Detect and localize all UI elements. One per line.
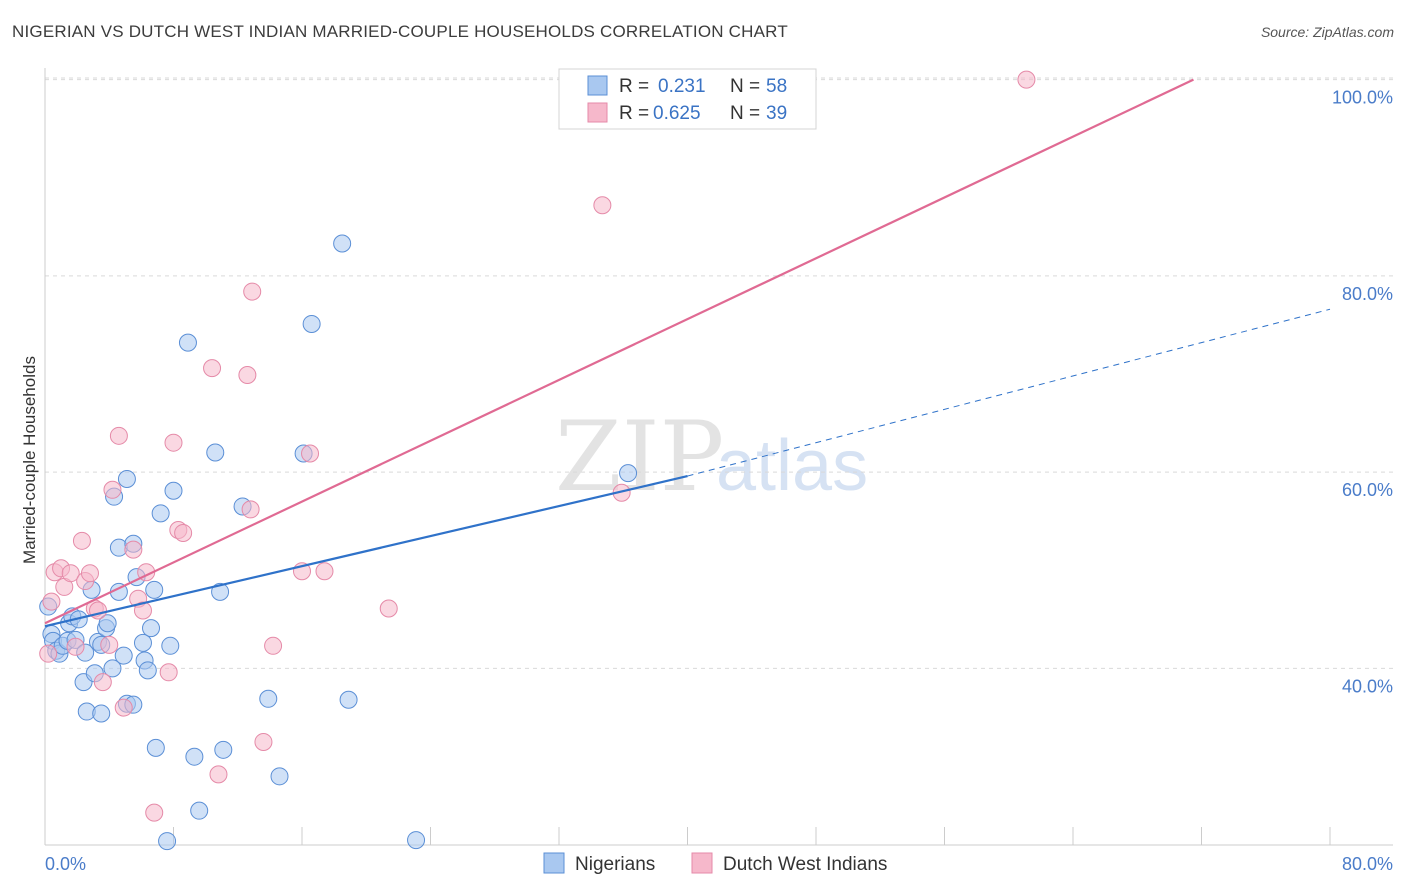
dutch-west-indian-point <box>315 562 334 581</box>
watermark-atlas: atlas <box>716 426 868 506</box>
nigerian-point <box>190 801 209 820</box>
legend-r-value-dutch-west-indians: 0.625 <box>653 103 701 124</box>
nigerian-point <box>103 659 122 678</box>
nigerian-point <box>214 740 233 759</box>
nigerian-point <box>146 738 165 757</box>
nigerian-point <box>619 464 638 483</box>
dutch-west-indian-point <box>264 636 283 655</box>
nigerian-point <box>92 704 111 723</box>
nigerian-point <box>407 831 426 850</box>
dutch-west-indian-point <box>254 732 273 751</box>
dutch-west-indian-point <box>100 635 119 654</box>
legend-n-value-nigerians: 58 <box>766 76 787 97</box>
y-tick-label: 60.0% <box>1342 480 1393 500</box>
nigerian-point <box>142 619 161 638</box>
nigerian-point <box>302 314 321 333</box>
legend-r-value-nigerians: 0.231 <box>658 76 706 97</box>
nigerian-point <box>164 481 183 500</box>
nigerian-point <box>333 234 352 253</box>
dutch-west-indian-point <box>39 644 58 663</box>
dutch-west-indian-point <box>72 531 91 550</box>
watermark-zip: ZIP <box>555 401 724 513</box>
chart-title: NIGERIAN VS DUTCH WEST INDIAN MARRIED-CO… <box>12 22 788 41</box>
dutch-west-indian-point <box>103 480 122 499</box>
series-legend-label-nigerians: Nigerians <box>575 854 655 875</box>
dutch-west-indian-point <box>379 599 398 618</box>
nigerian-trend-line <box>44 474 688 628</box>
nigerian-point <box>151 504 170 523</box>
stats-legend: R = 0.231 N = 58 R = 0.625 N = 39 <box>558 68 817 130</box>
y-tick-label: 100.0% <box>1332 88 1393 108</box>
dutch-west-indian-point <box>593 196 612 215</box>
nigerian-point <box>211 582 230 601</box>
chart-source: Source: ZipAtlas.com <box>1260 24 1394 40</box>
dutch-west-indian-point <box>238 365 257 384</box>
nigerian-point <box>117 469 136 488</box>
dutch-west-indian-trend-line <box>44 78 1194 625</box>
dutch-west-indian-point <box>241 500 260 519</box>
nigerian-point <box>339 690 358 709</box>
dutch-west-indian-point <box>159 663 178 682</box>
dutch-west-indian-point <box>89 601 108 620</box>
axes-layer: 40.0% 60.0% 80.0% 100.0% <box>44 68 1393 846</box>
nigerian-point <box>178 333 197 352</box>
legend-n-label-dutch-west-indians: N = <box>730 103 760 124</box>
dutch-west-indian-point <box>109 426 128 445</box>
nigerian-point <box>114 646 133 665</box>
dutch-west-indian-point <box>1017 70 1036 89</box>
dutch-west-indian-point <box>209 765 228 784</box>
nigerian-trend-extension <box>687 308 1331 477</box>
dutch-west-indian-point <box>93 673 112 692</box>
nigerian-point <box>98 614 117 633</box>
dutch-west-indian-point <box>243 282 262 301</box>
nigerian-point <box>138 661 157 680</box>
nigerian-point <box>259 689 278 708</box>
dutch-west-indian-point <box>124 540 143 559</box>
legend-r-label-dutch-west-indians: R = <box>619 103 649 124</box>
legend-n-label-nigerians: N = <box>730 76 760 97</box>
series-legend-swatch-nigerians <box>543 852 565 874</box>
legend-n-value-dutch-west-indians: 39 <box>766 103 787 124</box>
nigerian-point <box>185 747 204 766</box>
x-tick-label-max: 80.0% <box>1342 854 1393 874</box>
series-legend-label-dutch-west-indians: Dutch West Indians <box>723 854 887 875</box>
y-tick-label: 40.0% <box>1342 676 1393 696</box>
dutch-west-indian-point <box>80 564 99 583</box>
x-tick-label-min: 0.0% <box>45 854 86 874</box>
legend-swatch-dutch-west-indians <box>587 102 608 123</box>
legend-swatch-nigerians <box>587 75 608 96</box>
nigerian-point <box>206 443 225 462</box>
dutch-west-indian-point <box>174 523 193 542</box>
dutch-west-indian-point <box>114 698 133 717</box>
dutch-west-indian-point <box>61 564 80 583</box>
dutch-west-indian-point <box>66 637 85 656</box>
dutch-west-indian-point <box>145 803 164 822</box>
points-layer <box>39 70 1036 851</box>
dutch-west-indian-point <box>164 433 183 452</box>
series-legend-swatch-dutch-west-indians <box>691 852 713 874</box>
series-legend: Nigerians Dutch West Indians <box>543 852 887 875</box>
nigerian-point <box>158 832 177 851</box>
nigerian-point <box>161 636 180 655</box>
dutch-west-indian-point <box>301 444 320 463</box>
dutch-west-indian-point <box>133 601 152 620</box>
legend-r-label-nigerians: R = <box>619 76 649 97</box>
nigerian-point <box>270 767 289 786</box>
nigerian-point <box>145 580 164 599</box>
dutch-west-indian-point <box>203 359 222 378</box>
y-tick-label: 80.0% <box>1342 284 1393 304</box>
nigerian-point <box>133 633 152 652</box>
trend-layer <box>44 78 1331 628</box>
dutch-west-indian-point <box>42 592 61 611</box>
y-axis-title: Married-couple Households <box>20 356 39 564</box>
